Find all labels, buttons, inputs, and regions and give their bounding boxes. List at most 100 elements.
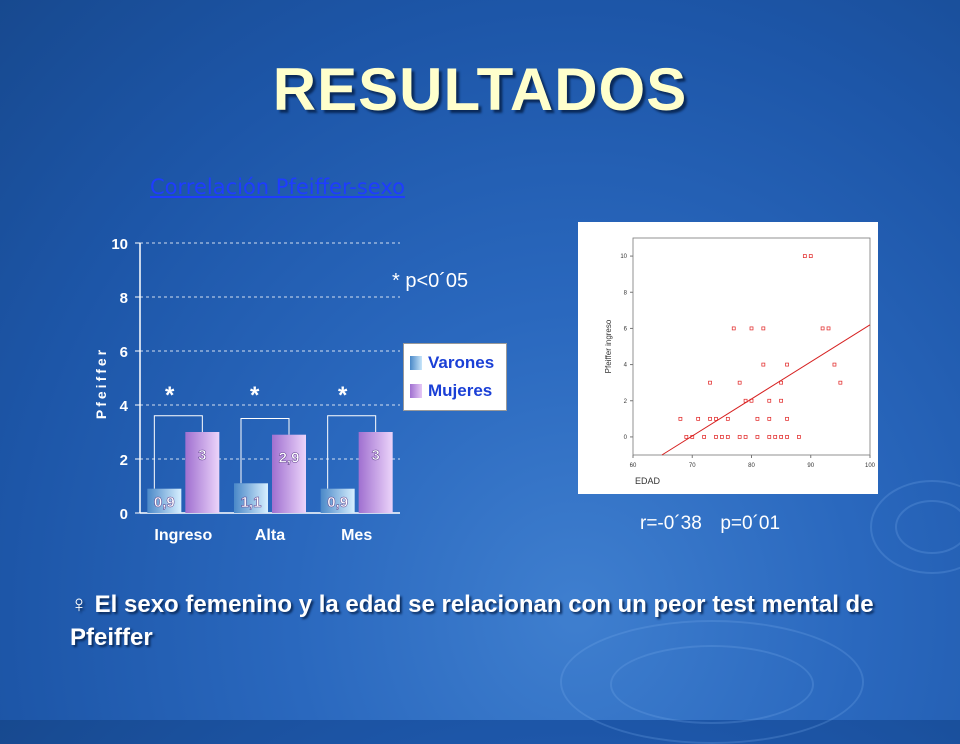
- correlation-p: p=0´01: [720, 513, 781, 534]
- scatter-point: [737, 380, 742, 385]
- scatter-point: [779, 435, 783, 439]
- scatter-point: [838, 380, 843, 385]
- scatter-point: [820, 326, 825, 331]
- scatter-point: [737, 435, 742, 439]
- scatter-point: [678, 416, 683, 421]
- background-ripple: [895, 500, 960, 554]
- scatter-point: [785, 362, 789, 367]
- bar-chart-legend: Varones Mujeres: [403, 343, 507, 411]
- scatter-x-tick-label: 100: [865, 463, 876, 469]
- legend-swatch-mujeres: [410, 384, 422, 398]
- scatter-point: [767, 435, 772, 439]
- scatter-point: [767, 416, 772, 421]
- scatter-point: [743, 435, 748, 439]
- x-category-label: Alta: [255, 527, 285, 544]
- legend-label-varones: Varones: [428, 353, 495, 372]
- significance-star-ingreso: *: [165, 382, 175, 409]
- scatter-y-tick-label: 6: [624, 326, 628, 332]
- bar-mujeres-ingreso: [185, 432, 220, 513]
- correlation-stats: r=-0´38 p=0´01: [640, 513, 780, 535]
- legend-item-varones: Varones: [410, 352, 494, 374]
- bar-mujeres-mes: [358, 432, 393, 513]
- scatter-point: [690, 435, 695, 439]
- scatter-point: [797, 435, 801, 439]
- bar-data-label: 1,1: [241, 494, 262, 511]
- scatter-point: [749, 326, 754, 331]
- scatter-point: [743, 398, 748, 403]
- significance-bracket: [327, 415, 377, 489]
- y-tick-label: 2: [120, 452, 128, 469]
- scatter-y-tick-label: 4: [624, 363, 628, 369]
- slide-title: RESULTADOS: [272, 56, 688, 123]
- legend-label-mujeres: Mujeres: [428, 381, 493, 400]
- bar-varones-alta: [234, 483, 268, 513]
- scatter-point: [761, 326, 766, 331]
- scatter-point: [779, 380, 783, 385]
- scatter-point: [761, 362, 766, 367]
- significance-star-alta: *: [250, 382, 260, 409]
- significance-note: * p<0´05: [392, 270, 469, 292]
- legend-swatch-varones: [410, 356, 422, 370]
- scatter-chart: 60 70 80 90 100 0 2 4 6 8 10 EDAD Pfeiffer ingreso: [604, 237, 876, 486]
- y-tick-label: 8: [120, 290, 128, 307]
- significance-bracket: [240, 418, 290, 484]
- scatter-point: [708, 416, 712, 421]
- bar-varones-ingreso: [147, 488, 182, 513]
- scatter-point: [773, 435, 778, 439]
- bar-data-label: 0,9: [154, 494, 175, 511]
- bar-chart: 0 2 4 6 8 10 Pfeiffer 0,9 3 Ingreso 1,1 2,9 Alta 0,9 3…: [93, 236, 400, 544]
- scatter-point: [714, 416, 718, 421]
- scatter-x-tick-label: 70: [689, 463, 696, 469]
- scatter-point: [684, 435, 689, 439]
- scatter-point: [755, 416, 760, 421]
- scatter-point: [725, 435, 730, 439]
- scatter-y-tick-label: 8: [624, 290, 628, 296]
- bar-varones-mes: [320, 488, 355, 513]
- scatter-y-tick-label: 0: [624, 435, 628, 441]
- significance-bracket: [153, 415, 203, 489]
- scatter-point: [749, 398, 754, 403]
- scatter-point: [702, 435, 706, 439]
- scatter-x-tick-label: 60: [630, 463, 637, 469]
- scatter-point: [708, 380, 712, 385]
- x-category-label: Ingreso: [154, 527, 212, 544]
- legend-item-mujeres: Mujeres: [410, 380, 492, 402]
- scatter-point: [802, 254, 807, 258]
- conclusion-text: ♀ El sexo femenino y la edad se relacion…: [70, 591, 874, 651]
- y-tick-label: 10: [111, 236, 128, 253]
- bar-data-label: 3: [371, 447, 379, 464]
- bar-chart-title: Correlación Pfeiffer-sexo: [150, 175, 405, 199]
- scatter-point: [696, 416, 701, 421]
- scatter-x-axis-label: EDAD: [635, 476, 661, 486]
- scatter-point: [785, 435, 789, 439]
- bar-data-label: 3: [198, 447, 206, 464]
- scatter-point: [785, 416, 789, 421]
- significance-star-mes: *: [338, 382, 348, 409]
- y-tick-label: 6: [120, 344, 128, 361]
- scatter-y-axis-label: Pfeiffer ingreso: [604, 319, 613, 373]
- correlation-r: r=-0´38: [640, 513, 702, 534]
- scatter-point: [725, 416, 730, 421]
- x-category-label: Mes: [341, 527, 372, 544]
- background-ripple: [610, 645, 814, 724]
- scatter-y-tick-label: 2: [624, 399, 628, 405]
- scatter-point: [832, 362, 837, 367]
- scatter-point: [808, 254, 813, 258]
- scatter-point: [755, 435, 760, 439]
- scatter-panel: 60 70 80 90 100 0 2 4 6 8 10 EDAD Pfeiffer ingreso: [578, 222, 878, 494]
- bar-data-label: 0,9: [327, 494, 348, 511]
- bar-mujeres-alta: [272, 434, 306, 513]
- regression-line: [661, 324, 871, 456]
- y-tick-label: 4: [120, 398, 129, 415]
- bar-data-label: 2,9: [279, 450, 300, 467]
- y-axis-label: Pfeiffer: [93, 347, 109, 419]
- scatter-point: [720, 435, 724, 439]
- scatter-point: [767, 398, 772, 403]
- y-tick-label: 0: [120, 506, 128, 523]
- scatter-point: [731, 326, 736, 331]
- scatter-x-tick-label: 80: [748, 463, 755, 469]
- scatter-point: [714, 435, 718, 439]
- scatter-y-tick-label: 10: [620, 254, 627, 260]
- scatter-point: [779, 398, 783, 403]
- scatter-x-tick-label: 90: [807, 463, 814, 469]
